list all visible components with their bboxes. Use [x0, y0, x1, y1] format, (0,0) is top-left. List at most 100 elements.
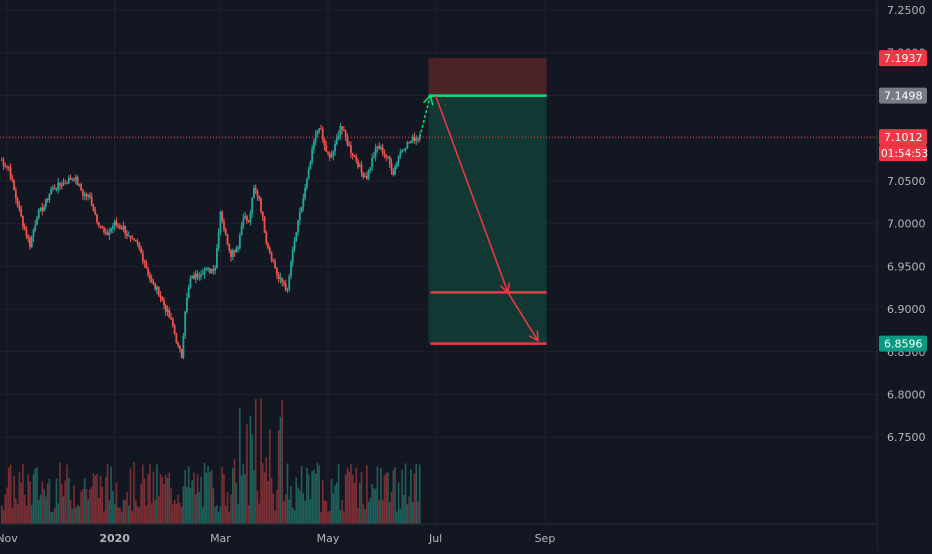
volume-bar [150, 503, 153, 524]
candle-body [291, 249, 294, 263]
candle-body [74, 177, 77, 180]
candle-body [141, 253, 144, 262]
candle-body [304, 188, 306, 198]
candle-body [307, 169, 310, 179]
up-arrow[interactable] [419, 95, 432, 138]
position-zones[interactable] [428, 58, 547, 344]
candle-body [198, 276, 201, 278]
current-price-tag[interactable] [879, 129, 927, 146]
candle-body [110, 228, 113, 232]
volume-bar [320, 511, 322, 524]
candle-body [212, 269, 215, 271]
candle-body [80, 184, 83, 191]
time-tick-label: Jul [428, 532, 442, 545]
candle-body [164, 305, 167, 312]
candle-body [309, 162, 312, 170]
candle-body [230, 250, 232, 257]
volume-bar [73, 485, 75, 524]
candle-body [254, 187, 257, 192]
volume-bar [387, 472, 389, 524]
volume-bar [55, 478, 58, 524]
volume-bar [373, 487, 375, 524]
volume-bar [366, 464, 368, 524]
arrows[interactable] [419, 94, 539, 343]
candle-body [53, 187, 56, 190]
volume-bar [267, 481, 269, 524]
candle-body [113, 221, 116, 227]
stop-loss-zone[interactable] [428, 58, 547, 96]
candle-body [96, 214, 98, 223]
target-price-tag[interactable] [879, 335, 927, 352]
candle-body [235, 247, 238, 253]
volume-bar [410, 469, 412, 524]
candle-body [108, 231, 111, 236]
price-axis-panel[interactable] [877, 0, 932, 550]
stop-price-tag-text: 7.1937 [884, 52, 923, 65]
candle-body [274, 261, 277, 269]
volume-bar [18, 472, 21, 524]
candle-body [217, 232, 220, 248]
candle-body [67, 177, 70, 184]
volume-bar [217, 511, 220, 524]
candle-body [325, 145, 328, 152]
candle-body [355, 156, 358, 161]
candle-body [251, 197, 254, 214]
volume-bars [0, 398, 421, 524]
stop-price-tag[interactable] [879, 50, 927, 67]
volume-bar [143, 478, 146, 524]
price-tags[interactable]: 7.1937 7.1498 7.1012 01:54:53 6.8596 [879, 50, 928, 352]
volume-bar [2, 510, 5, 524]
candle-body [134, 239, 137, 242]
volume-bar [260, 398, 262, 524]
candle-body [57, 182, 60, 190]
candle-body [311, 149, 314, 163]
volume-bar [22, 463, 24, 524]
volume-bar [202, 507, 204, 524]
candle-body [64, 182, 67, 184]
volume-bar [127, 505, 130, 524]
candle-body [404, 148, 407, 150]
time-axis-panel[interactable] [0, 524, 877, 550]
candle-body [97, 222, 100, 226]
candle-body [365, 175, 368, 179]
volume-bar [350, 464, 352, 524]
candle-body [228, 244, 231, 251]
candle-body [191, 275, 194, 279]
candle-body [392, 170, 395, 175]
volume-bar [149, 463, 151, 524]
volume-bar [41, 481, 44, 524]
volume-bar [253, 470, 255, 524]
volume-bar [311, 471, 313, 524]
volume-bar [94, 475, 97, 524]
volume-bar [27, 474, 30, 524]
down-arrow-2[interactable] [507, 292, 539, 342]
candle-body [73, 178, 75, 180]
entry-price-tag[interactable] [879, 87, 927, 104]
volume-bar [341, 499, 343, 524]
candle-body [321, 129, 324, 140]
candle-body [330, 155, 333, 158]
volume-bar [46, 483, 49, 524]
volume-bar [184, 469, 186, 524]
volume-bar [52, 511, 54, 524]
position-lines[interactable] [0, 94, 877, 345]
time-tick-label: Mar [210, 532, 231, 545]
take-profit-zone[interactable] [428, 95, 547, 344]
volume-bar [270, 478, 273, 524]
volume-bar [417, 500, 419, 524]
volume-bar [175, 503, 178, 524]
volume-bar [6, 487, 8, 524]
volume-bar [205, 472, 208, 524]
volume-bar [80, 491, 82, 524]
volume-bar [57, 503, 59, 524]
candle-body [406, 142, 409, 149]
candle-body [69, 177, 72, 180]
volume-bar [371, 483, 373, 524]
volume-bar [385, 473, 388, 524]
volume-bar [344, 474, 347, 524]
volume-bar [367, 501, 370, 524]
down-arrow-1[interactable] [434, 95, 509, 293]
candle-body [189, 278, 192, 288]
